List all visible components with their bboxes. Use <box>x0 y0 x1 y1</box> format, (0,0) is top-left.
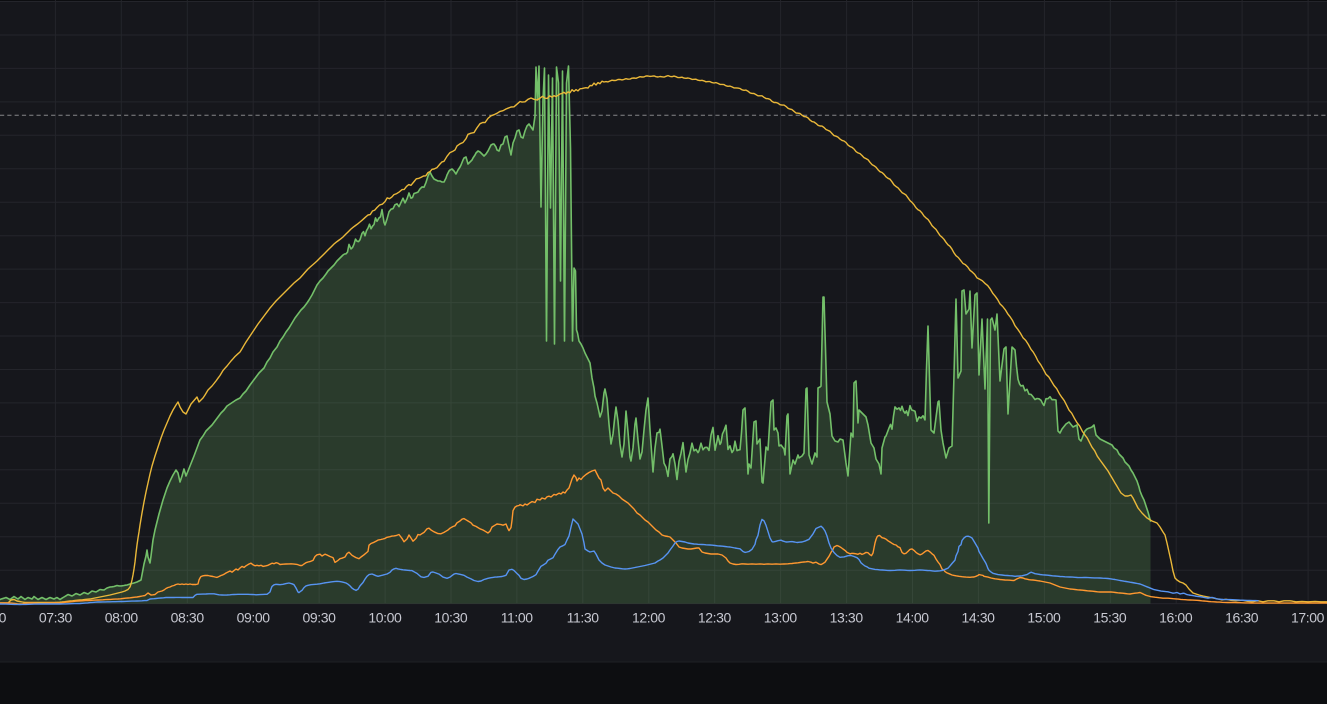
svg-text:11:00: 11:00 <box>501 610 534 626</box>
svg-text:09:30: 09:30 <box>302 610 336 626</box>
svg-text:13:30: 13:30 <box>830 610 864 626</box>
svg-text:08:00: 08:00 <box>105 610 139 626</box>
svg-text:13:00: 13:00 <box>764 610 798 626</box>
svg-text:15:30: 15:30 <box>1093 610 1127 626</box>
svg-text:09:00: 09:00 <box>237 610 271 626</box>
svg-text:16:00: 16:00 <box>1159 610 1193 626</box>
svg-text:14:00: 14:00 <box>896 610 930 626</box>
svg-text:12:00: 12:00 <box>632 610 666 626</box>
svg-text:12:30: 12:30 <box>698 610 732 626</box>
svg-text:10:00: 10:00 <box>368 610 402 626</box>
svg-text:11:30: 11:30 <box>567 610 600 626</box>
svg-text:10:30: 10:30 <box>434 610 468 626</box>
svg-text:17:00: 17:00 <box>1291 610 1325 626</box>
svg-text:16:30: 16:30 <box>1225 610 1259 626</box>
svg-text:08:30: 08:30 <box>171 610 205 626</box>
svg-text:07:30: 07:30 <box>39 610 73 626</box>
svg-text:07:00: 07:00 <box>0 610 7 626</box>
svg-text:15:00: 15:00 <box>1027 610 1061 626</box>
svg-text:14:30: 14:30 <box>961 610 995 626</box>
